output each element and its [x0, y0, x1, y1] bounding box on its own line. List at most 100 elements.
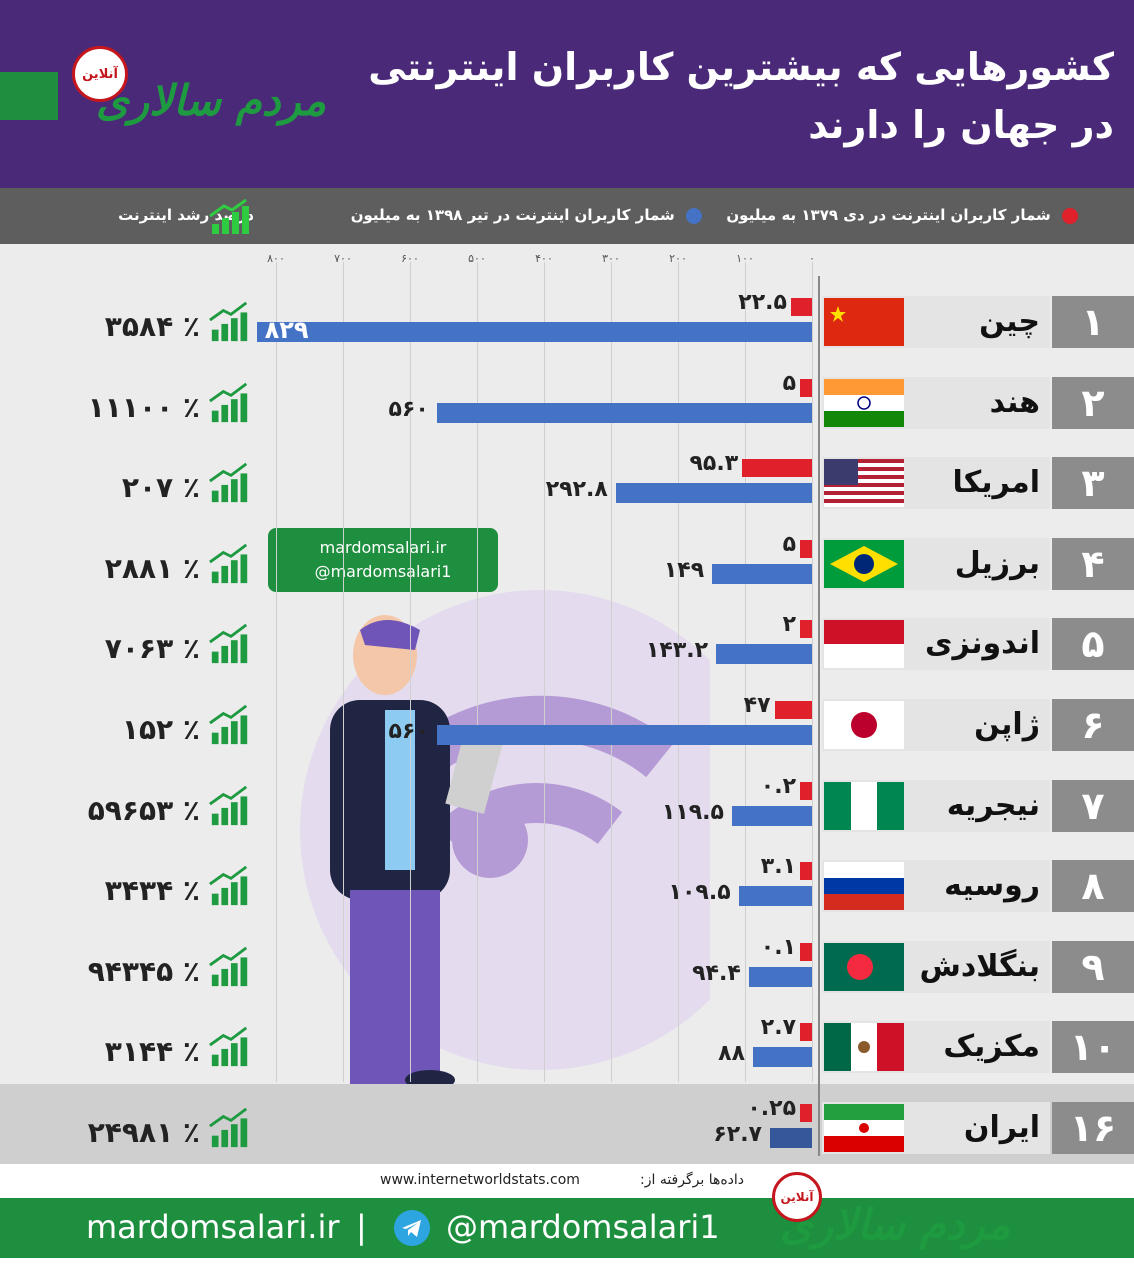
bar-old-label: ۵ [782, 370, 796, 396]
rank-number: ۱۶ [1052, 1102, 1134, 1154]
country-name: برزیل [954, 545, 1040, 581]
growth-signal-icon [209, 301, 248, 342]
bar-new-label: ۲۹۲.۸ [545, 477, 608, 503]
grid-line [276, 262, 277, 1082]
growth-signal-icon [209, 946, 248, 986]
person-wifi-illustration [300, 590, 710, 1110]
bar-old-label: ۲۲.۵ [738, 290, 787, 315]
bar-old [800, 620, 812, 639]
bar-old [800, 781, 812, 800]
rank-number: ۳ [1052, 457, 1134, 510]
country-name: ژاپن [974, 707, 1040, 742]
growth-signal-icon [209, 704, 248, 745]
footer-handle[interactable]: @mardomsalari1 [446, 1208, 720, 1246]
growth-label: ٪ ۹۴۳۴۵ [87, 954, 200, 988]
bar-new [716, 644, 812, 665]
growth-label: ٪ ۲۰۷ [121, 471, 200, 505]
rank-number: ۹ [1052, 940, 1134, 993]
bar-new-label: ۱۱۹.۵ [661, 799, 724, 825]
bar-old [742, 459, 812, 478]
bar-old [800, 1023, 812, 1042]
growth-label: ٪ ۲۴۹۸۱ [87, 1116, 200, 1149]
growth-signal-icon [209, 865, 248, 906]
bar-new [738, 886, 812, 907]
website-box-handle: @mardomsalari1 [314, 562, 452, 581]
rank-number: ۲ [1052, 376, 1134, 429]
website-box-url: mardomsalari.ir [319, 538, 447, 557]
bar-old [774, 701, 812, 719]
country-name-box: نیجریه [822, 779, 1050, 832]
bar-new [748, 966, 812, 987]
country-name: نیجریه [946, 787, 1040, 823]
growth-signal-icon [209, 785, 248, 825]
legend-new: شمار کاربران اینترنت در تیر ۱۳۹۸ به میلی… [351, 206, 702, 224]
axis-tick-label: ۷۰۰ [334, 252, 352, 265]
footer-bar: mardomsalari.ir | @mardomsalari1 [0, 1198, 1134, 1258]
page-title: کشورهایی که بیشترین کاربران اینترنتی در … [368, 45, 1114, 147]
flag-icon [824, 298, 904, 346]
bar-old-label: ۴۷ [743, 693, 771, 718]
growth-label: ٪ ۵۹۶۵۳ [87, 793, 200, 827]
axis-tick-label: ۶۰۰ [401, 252, 419, 265]
grid-line [410, 262, 411, 1082]
website-box: mardomsalari.ir @mardomsalari1 [268, 528, 498, 592]
rank-number: ۸ [1052, 860, 1134, 913]
telegram-icon [394, 1210, 430, 1246]
country-name: ایران [963, 1110, 1040, 1145]
flag-icon [824, 862, 904, 911]
header-logo-stamp: آنلاین [72, 46, 128, 102]
flag-icon [824, 1023, 904, 1072]
bar-new-label: ۱۴۹ [663, 557, 705, 583]
bar-old [800, 942, 812, 961]
country-name: هند [989, 384, 1040, 420]
grid-line [477, 262, 478, 1082]
bar-new [436, 725, 812, 745]
legend-old: شمار کاربران اینترنت در دی ۱۳۷۹ به میلیو… [726, 206, 1078, 224]
bar-new [731, 805, 812, 826]
bar-new-label: ۵۶۰ [388, 396, 429, 422]
legend-old-dot [1062, 207, 1078, 224]
flag-icon [824, 701, 904, 749]
axis-tick-label: ۰ [809, 252, 815, 265]
bar-old-label: ۹۵.۳ [689, 451, 739, 477]
bar-new [753, 1047, 812, 1068]
bar-new [256, 322, 812, 342]
growth-signal-icon [209, 382, 248, 422]
bar-new-label: ۵۶۰ [388, 719, 429, 744]
country-name: اندونزی [925, 626, 1040, 662]
bar-old [800, 539, 812, 558]
growth-signal-icon [209, 462, 248, 503]
growth-label: ٪ ۳۵۸۴ [104, 310, 200, 343]
axis-tick-label: ۴۰۰ [535, 252, 553, 265]
axis-baseline [818, 276, 820, 1156]
bar-old [800, 862, 812, 881]
flag-icon [824, 378, 904, 427]
growth-label: ٪ ۳۴۳۴ [104, 874, 200, 908]
legend: شمار کاربران اینترنت در دی ۱۳۷۹ به میلیو… [0, 188, 1134, 244]
rank-number: ۱۰ [1052, 1021, 1134, 1074]
flag-icon [824, 942, 904, 991]
header-logo-text: مردم سالاری [96, 76, 327, 125]
header: مردم سالاری آنلاین کشورهایی که بیشترین ک… [0, 0, 1134, 188]
rank-number: ۵ [1052, 618, 1134, 671]
footer-website[interactable]: mardomsalari.ir [86, 1208, 340, 1246]
legend-new-label: شمار کاربران اینترنت در تیر ۱۳۹۸ به میلی… [350, 206, 675, 224]
bar-old-label: ۲ [782, 612, 796, 638]
growth-label: ٪ ۳۱۴۴ [104, 1035, 200, 1069]
growth-signal-icon [209, 1027, 248, 1067]
bar-new [712, 563, 812, 584]
axis-tick-label: ۸۰۰ [267, 252, 285, 265]
legend-new-dot [686, 207, 702, 224]
flag-icon [824, 781, 904, 830]
footer-logo-stamp: آنلاین [772, 1172, 822, 1222]
country-name: مکزیک [943, 1029, 1040, 1065]
axis-tick-label: ۲۰۰ [669, 252, 687, 265]
grid-line [745, 262, 746, 1082]
growth-label: ٪ ۱۱۱۰۰ [87, 390, 200, 424]
rank-number: ۶ [1052, 699, 1134, 751]
axis-tick-label: ۱۰۰ [736, 252, 754, 265]
footer-separator: | [356, 1208, 367, 1246]
source-url: www.internetworldstats.com [380, 1172, 580, 1188]
bar-new [436, 402, 812, 423]
growth-label: ٪ ۷۰۶۳ [104, 632, 200, 666]
